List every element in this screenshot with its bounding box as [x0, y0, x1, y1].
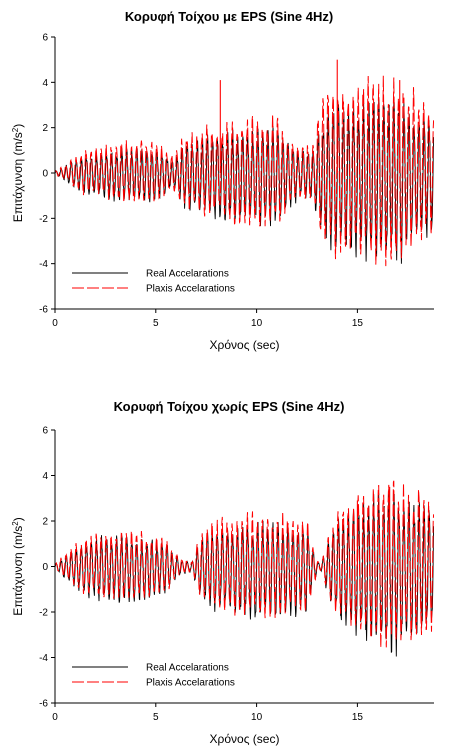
y-tick-label: -4: [39, 259, 48, 270]
legend-label-real: Real Accelarations: [146, 269, 229, 280]
x-tick-label: 5: [153, 318, 159, 329]
chart-svg-bottom: -6 -4 -2 0 2 4 6 0 5 10 15 Χρόνος (sec) Επιτάχυνση (…: [11, 426, 434, 746]
y-axis-label: Επιτάχυνση (m/s2): [11, 124, 25, 223]
y-axis-label: Επιτάχυνση (m/s2): [11, 517, 25, 616]
y-tick-label: -4: [39, 653, 48, 664]
chart-svg-top: -6 -4 -2 0 2 4 6 0 5 10 15 Χρόνος (sec) Επιτάχυνση (…: [11, 33, 434, 352]
x-tick-label: 0: [52, 318, 58, 329]
legend-label-plaxis: Plaxis Accelarations: [146, 284, 235, 295]
y-tick-label: -2: [39, 608, 48, 619]
y-tick-label: 0: [42, 169, 48, 180]
y-tick-label: 2: [42, 517, 48, 528]
chart-panel-top: Κορυφή Τοίχου με EPS (Sine 4Hz) -6 -4 -2 0 2…: [0, 0, 458, 375]
y-tick-label: 4: [42, 471, 48, 482]
x-tick-label: 15: [352, 712, 364, 723]
y-tick-label: 0: [42, 562, 48, 573]
legend-label-real: Real Accelarations: [146, 663, 229, 674]
y-tick-label: -6: [39, 699, 48, 710]
chart-panel-bottom: Κορυφή Τοίχου χωρίς EPS (Sine 4Hz) -6 -4-…: [0, 390, 458, 756]
y-tick-label: 2: [42, 123, 48, 134]
chart-title: Κορυφή Τοίχου χωρίς EPS (Sine 4Hz): [113, 399, 345, 414]
legend-label-plaxis: Plaxis Accelarations: [146, 678, 235, 689]
series-line-plaxis: [55, 480, 434, 648]
x-axis-label: Χρόνος (sec): [210, 732, 280, 746]
series-line-plaxis: [55, 75, 434, 267]
y-tick-label: -6: [39, 305, 48, 316]
x-tick-label: 5: [153, 712, 159, 723]
y-tick-label: 6: [42, 426, 48, 437]
x-tick-label: 10: [251, 318, 263, 329]
x-tick-label: 15: [352, 318, 364, 329]
y-tick-label: 4: [42, 78, 48, 89]
y-tick-label: 6: [42, 33, 48, 44]
chart-title: Κορυφή Τοίχου με EPS (Sine 4Hz): [124, 9, 334, 24]
x-tick-label: 0: [52, 712, 58, 723]
x-tick-label: 10: [251, 712, 263, 723]
x-axis-label: Χρόνος (sec): [210, 338, 280, 352]
y-tick-label: -2: [39, 214, 48, 225]
